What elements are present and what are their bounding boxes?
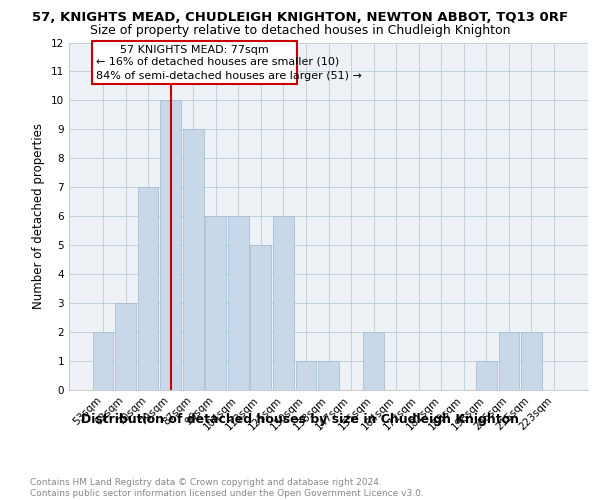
FancyBboxPatch shape [92, 41, 297, 84]
Bar [137, 188, 158, 390]
Bar [228, 216, 248, 390]
Bar [205, 216, 226, 390]
Bar [92, 332, 113, 390]
Bar [521, 332, 542, 390]
Bar [250, 245, 271, 390]
Text: Contains HM Land Registry data © Crown copyright and database right 2024.
Contai: Contains HM Land Registry data © Crown c… [30, 478, 424, 498]
Bar [363, 332, 384, 390]
Bar [318, 361, 339, 390]
Bar [476, 361, 497, 390]
Bar [273, 216, 294, 390]
Y-axis label: Number of detached properties: Number of detached properties [32, 123, 46, 309]
Bar [183, 130, 203, 390]
Text: 57, KNIGHTS MEAD, CHUDLEIGH KNIGHTON, NEWTON ABBOT, TQ13 0RF: 57, KNIGHTS MEAD, CHUDLEIGH KNIGHTON, NE… [32, 11, 568, 24]
Bar [296, 361, 316, 390]
Text: ← 16% of detached houses are smaller (10): ← 16% of detached houses are smaller (10… [95, 57, 339, 67]
Text: 84% of semi-detached houses are larger (51) →: 84% of semi-detached houses are larger (… [95, 72, 361, 82]
Bar [499, 332, 520, 390]
Bar [160, 100, 181, 390]
Text: Size of property relative to detached houses in Chudleigh Knighton: Size of property relative to detached ho… [90, 24, 510, 37]
Text: 57 KNIGHTS MEAD: 77sqm: 57 KNIGHTS MEAD: 77sqm [120, 46, 269, 56]
Bar [115, 303, 136, 390]
Text: Distribution of detached houses by size in Chudleigh Knighton: Distribution of detached houses by size … [81, 412, 519, 426]
